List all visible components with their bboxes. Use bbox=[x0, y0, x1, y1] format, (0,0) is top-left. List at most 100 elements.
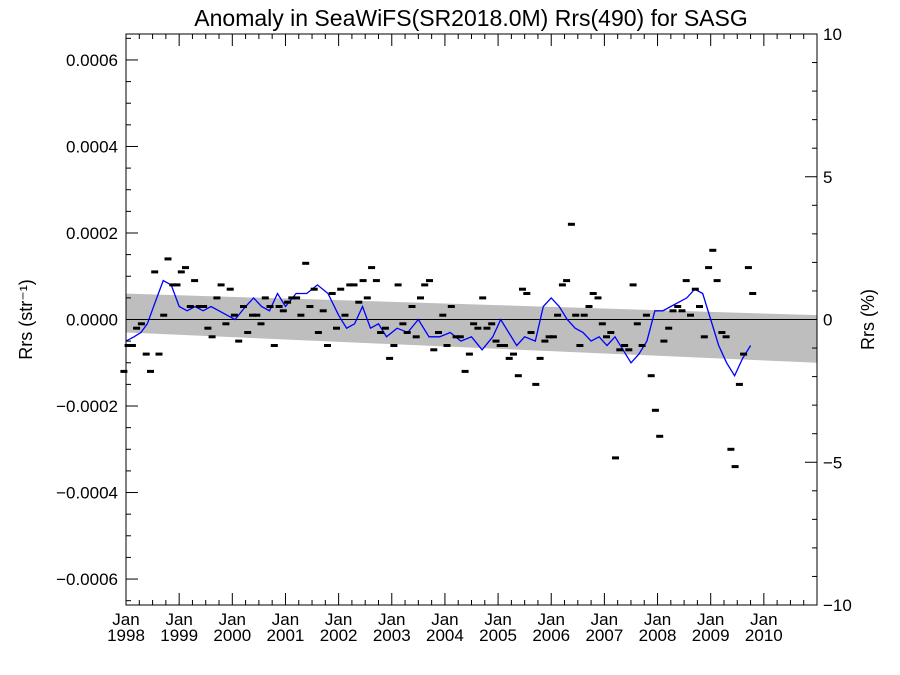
anomaly-point bbox=[372, 279, 380, 283]
anomaly-point bbox=[519, 287, 526, 291]
anomaly-point bbox=[302, 261, 310, 265]
x-tick-label-year: 2003 bbox=[373, 626, 411, 645]
x-tick-label-month: Jan bbox=[165, 610, 192, 629]
anomaly-point bbox=[350, 283, 358, 287]
anomaly-point bbox=[244, 331, 252, 334]
anomaly-point bbox=[266, 305, 274, 308]
axis-ticks-layer: Jan1998Jan1999Jan2000Jan2001Jan2002Jan20… bbox=[56, 25, 852, 645]
anomaly-point bbox=[580, 313, 588, 317]
anomaly-point bbox=[696, 305, 703, 308]
anomaly-point bbox=[496, 344, 504, 347]
anomaly-point bbox=[638, 344, 646, 347]
anomaly-point bbox=[390, 344, 398, 347]
anomaly-point bbox=[549, 335, 557, 339]
x-tick-label-month: Jan bbox=[272, 610, 299, 629]
anomaly-point bbox=[191, 279, 199, 283]
anomaly-point bbox=[669, 309, 677, 313]
anomaly-point bbox=[394, 283, 402, 287]
anomaly-point bbox=[120, 369, 128, 373]
anomaly-point bbox=[576, 344, 584, 347]
anomaly-point bbox=[735, 382, 743, 386]
anomaly-point bbox=[651, 408, 659, 412]
anomaly-point bbox=[616, 348, 624, 352]
anomaly-point bbox=[647, 374, 655, 378]
anomaly-point bbox=[399, 322, 407, 326]
anomaly-point bbox=[195, 305, 203, 308]
anomaly-point bbox=[164, 257, 172, 261]
anomaly-point bbox=[435, 331, 442, 334]
anomaly-point bbox=[297, 313, 305, 317]
anomaly-point bbox=[660, 339, 668, 343]
anomaly-point bbox=[222, 322, 230, 326]
x-tick-label-month: Jan bbox=[431, 610, 458, 629]
anomaly-point bbox=[713, 279, 721, 283]
anomaly-point bbox=[355, 300, 363, 304]
x-tick-label-year: 2008 bbox=[639, 626, 677, 645]
x-tick-label-year: 2006 bbox=[532, 626, 570, 645]
anomaly-point bbox=[155, 352, 163, 356]
anomaly-point bbox=[727, 447, 735, 451]
anomaly-point bbox=[288, 296, 296, 300]
y-right-tick-label: −10 bbox=[823, 596, 852, 615]
anomaly-point bbox=[124, 344, 132, 347]
anomaly-point bbox=[682, 279, 690, 283]
anomaly-point bbox=[505, 356, 513, 360]
anomaly-point bbox=[213, 296, 221, 300]
anomaly-point bbox=[656, 434, 664, 438]
anomaly-point bbox=[567, 222, 575, 226]
anomaly-point bbox=[403, 331, 411, 334]
anomaly-point bbox=[293, 296, 301, 300]
anomaly-point bbox=[589, 292, 597, 295]
anomaly-point bbox=[492, 339, 500, 343]
anomaly-point bbox=[160, 313, 168, 317]
anomaly-point bbox=[705, 266, 713, 270]
x-tick-label-month: Jan bbox=[538, 610, 565, 629]
y-axis-label-right: Rrs (%) bbox=[858, 289, 878, 350]
anomaly-point bbox=[430, 348, 438, 352]
x-tick-label-year: 2007 bbox=[585, 626, 623, 645]
anomaly-point bbox=[386, 356, 394, 360]
anomaly-point bbox=[607, 331, 615, 334]
anomaly-point bbox=[527, 331, 535, 334]
y-left-tick-label: −0.0006 bbox=[56, 570, 118, 589]
anomaly-point bbox=[381, 326, 389, 330]
y-left-tick-label: 0.0002 bbox=[66, 224, 118, 243]
x-tick-label-month: Jan bbox=[325, 610, 352, 629]
anomaly-point bbox=[217, 283, 225, 287]
x-tick-label-year: 2009 bbox=[692, 626, 730, 645]
anomaly-point bbox=[744, 266, 752, 270]
anomaly-point bbox=[461, 369, 469, 373]
anomaly-point bbox=[452, 335, 460, 339]
y-right-tick-label: 0 bbox=[823, 311, 832, 330]
anomaly-point bbox=[284, 300, 292, 304]
anomaly-point bbox=[314, 331, 322, 334]
y-axis-label-left: Rrs (str⁻¹) bbox=[16, 279, 36, 359]
anomaly-point bbox=[674, 305, 682, 308]
anomaly-point bbox=[554, 313, 562, 317]
anomaly-point bbox=[443, 344, 451, 347]
anomaly-point bbox=[629, 283, 637, 287]
anomaly-point bbox=[585, 305, 593, 308]
anomaly-point bbox=[501, 344, 508, 347]
anomaly-points-layer bbox=[120, 222, 757, 469]
anomaly-point bbox=[186, 305, 194, 308]
anomaly-point bbox=[200, 305, 208, 308]
anomaly-point bbox=[328, 292, 336, 295]
anomaly-point bbox=[204, 326, 212, 330]
anomaly-point bbox=[532, 382, 540, 386]
y-right-tick-label: 5 bbox=[823, 168, 832, 187]
anomaly-point bbox=[731, 465, 739, 469]
anomaly-point bbox=[341, 313, 349, 317]
anomaly-point bbox=[563, 279, 571, 283]
anomaly-point bbox=[749, 292, 757, 295]
anomaly-point bbox=[665, 326, 673, 330]
anomaly-point bbox=[377, 331, 385, 334]
x-tick-label-month: Jan bbox=[112, 610, 139, 629]
anomaly-point bbox=[700, 335, 708, 339]
anomaly-point bbox=[603, 335, 610, 339]
anomaly-point bbox=[541, 339, 549, 343]
chart-title: Anomaly in SeaWiFS(SR2018.0M) Rrs(490) f… bbox=[194, 5, 747, 31]
x-tick-label-month: Jan bbox=[378, 610, 405, 629]
anomaly-point bbox=[249, 313, 256, 317]
